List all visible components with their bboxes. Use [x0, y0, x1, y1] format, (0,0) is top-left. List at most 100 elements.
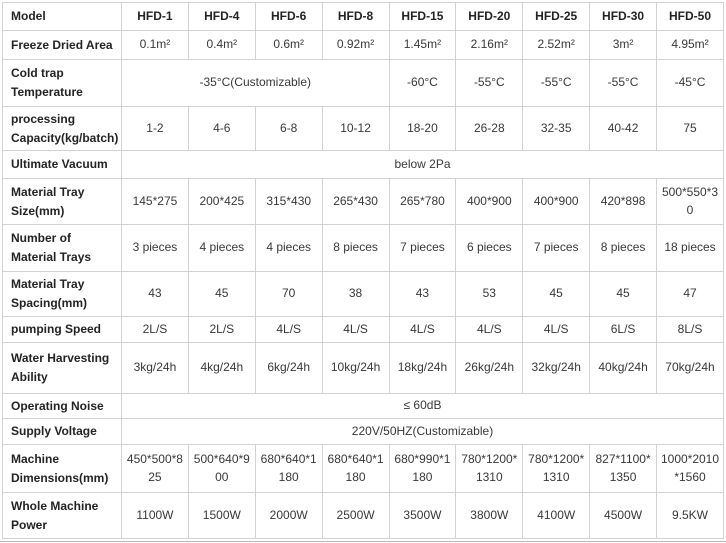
- table-row-cold-trap: Cold trap Temperature -35°C(Customizable…: [2, 59, 724, 107]
- spec-cell: 2.52m²: [522, 30, 591, 60]
- spec-cell: 2000W: [254, 492, 323, 539]
- row-label-water-harvesting: Water Harvesting Ability: [2, 342, 122, 394]
- spec-cell: 4kg/24h: [187, 342, 256, 394]
- table-row-tray-count: Number of Material Trays 3 pieces 4 piec…: [2, 224, 724, 272]
- spec-cell: 45: [522, 271, 591, 317]
- spec-cell: 4500W: [589, 492, 657, 539]
- spec-cell: 6kg/24h: [254, 342, 323, 394]
- spec-cell: 1000*2010*1560: [656, 444, 724, 493]
- spec-cell: 680*640*1180: [321, 444, 390, 493]
- spec-cell: 75: [656, 106, 724, 151]
- spec-cell: 47: [656, 271, 724, 317]
- spec-cell: 4 pieces: [254, 224, 323, 272]
- spec-cell: 265*780: [388, 178, 457, 225]
- spec-cell: 0.92m²: [321, 30, 390, 60]
- spec-cell: 6L/S: [589, 316, 657, 343]
- row-label-noise: Operating Noise: [2, 393, 122, 419]
- spec-cell: 2L/S: [187, 316, 256, 343]
- spec-cell: 680*990*1180: [388, 444, 457, 493]
- spec-cell: 500*550*30: [656, 178, 724, 225]
- table-row-voltage: Supply Voltage 220V/50HZ(Customizable): [2, 418, 724, 445]
- spec-cell: 10kg/24h: [321, 342, 390, 394]
- spec-cell: 26-28: [455, 106, 524, 151]
- spec-cell-span: 220V/50HZ(Customizable): [121, 418, 724, 445]
- spec-cell: 9.5KW: [656, 492, 724, 539]
- spec-cell: 8 pieces: [321, 224, 390, 272]
- spec-cell-span: below 2Pa: [121, 150, 724, 179]
- spec-cell: 1100W: [121, 492, 189, 539]
- spec-cell: 4 pieces: [187, 224, 256, 272]
- row-label-capacity: processing Capacity(kg/batch): [2, 106, 122, 151]
- spec-cell: 2.16m²: [455, 30, 524, 60]
- spec-cell: 70kg/24h: [656, 342, 724, 394]
- spec-cell: 4.95m²: [656, 30, 724, 60]
- spec-cell: 827*1100*1350: [589, 444, 657, 493]
- spec-cell: 4L/S: [321, 316, 390, 343]
- column-header-hfd-4: HFD-4: [187, 2, 256, 31]
- row-label-freeze-dried-area: Freeze Dried Area: [2, 30, 122, 60]
- row-label-cold-trap: Cold trap Temperature: [2, 59, 122, 107]
- spec-cell: 45: [589, 271, 657, 317]
- spec-cell: 6 pieces: [455, 224, 524, 272]
- spec-cell: 18-20: [388, 106, 457, 151]
- row-label-pumping-speed: pumping Speed: [2, 316, 122, 343]
- spec-cell: 3500W: [388, 492, 457, 539]
- row-label-tray-size: Material Tray Size(mm): [2, 178, 122, 225]
- spec-cell: 420*898: [589, 178, 657, 225]
- column-header-hfd-8: HFD-8: [321, 2, 390, 31]
- spec-cell: 8 pieces: [589, 224, 657, 272]
- spec-cell: 7 pieces: [522, 224, 591, 272]
- table-row-tray-size: Material Tray Size(mm) 145*275 200*425 3…: [2, 178, 724, 225]
- spec-cell-span: -35°C(Customizable): [121, 59, 390, 107]
- spec-cell: 0.6m²: [254, 30, 323, 60]
- spec-cell: 3800W: [455, 492, 524, 539]
- row-label-tray-count: Number of Material Trays: [2, 224, 122, 272]
- table-row-header: Model HFD-1 HFD-4 HFD-6 HFD-8 HFD-15 HFD…: [2, 2, 724, 31]
- row-label-dimensions: Machine Dimensions(mm): [2, 444, 122, 493]
- spec-cell: 200*425: [187, 178, 256, 225]
- spec-cell: 400*900: [455, 178, 524, 225]
- spec-cell: 40-42: [589, 106, 657, 151]
- spec-cell-span: ≤ 60dB: [121, 393, 724, 419]
- spec-cell: 3kg/24h: [121, 342, 189, 394]
- spec-cell: 780*1200*1310: [522, 444, 591, 493]
- spec-cell: 6-8: [254, 106, 323, 151]
- spec-cell: 7 pieces: [388, 224, 457, 272]
- spec-cell: 45: [187, 271, 256, 317]
- spec-cell: 4100W: [522, 492, 591, 539]
- page-bottom-divider: [0, 541, 726, 542]
- spec-cell: 2L/S: [121, 316, 189, 343]
- spec-cell: 40kg/24h: [589, 342, 657, 394]
- spec-cell: 38: [321, 271, 390, 317]
- spec-cell: 4L/S: [388, 316, 457, 343]
- spec-cell: -45°C: [656, 59, 724, 107]
- spec-cell: -60°C: [388, 59, 457, 107]
- column-header-hfd-15: HFD-15: [388, 2, 457, 31]
- spec-cell: 4L/S: [254, 316, 323, 343]
- column-header-hfd-6: HFD-6: [254, 2, 323, 31]
- spec-cell: 18 pieces: [656, 224, 724, 272]
- column-header-hfd-1: HFD-1: [121, 2, 189, 31]
- column-header-hfd-20: HFD-20: [455, 2, 524, 31]
- spec-cell: 53: [455, 271, 524, 317]
- spec-cell: 2500W: [321, 492, 390, 539]
- table-row-freeze-dried-area: Freeze Dried Area 0.1m² 0.4m² 0.6m² 0.92…: [2, 30, 724, 60]
- spec-cell: 32kg/24h: [522, 342, 591, 394]
- spec-cell: 43: [388, 271, 457, 317]
- column-header-hfd-25: HFD-25: [522, 2, 591, 31]
- row-label-model: Model: [2, 2, 122, 31]
- spec-cell: 4L/S: [522, 316, 591, 343]
- spec-cell: -55°C: [589, 59, 657, 107]
- table-row-dimensions: Machine Dimensions(mm) 450*500*825 500*6…: [2, 444, 724, 493]
- spec-cell: 145*275: [121, 178, 189, 225]
- table-row-tray-spacing: Material Tray Spacing(mm) 43 45 70 38 43…: [2, 271, 724, 317]
- spec-cell: 1500W: [187, 492, 256, 539]
- row-label-power: Whole Machine Power: [2, 492, 122, 539]
- spec-cell: 680*640*1180: [254, 444, 323, 493]
- spec-cell: 3m²: [589, 30, 657, 60]
- spec-cell: 43: [121, 271, 189, 317]
- table-row-pumping-speed: pumping Speed 2L/S 2L/S 4L/S 4L/S 4L/S 4…: [2, 316, 724, 343]
- row-label-voltage: Supply Voltage: [2, 418, 122, 445]
